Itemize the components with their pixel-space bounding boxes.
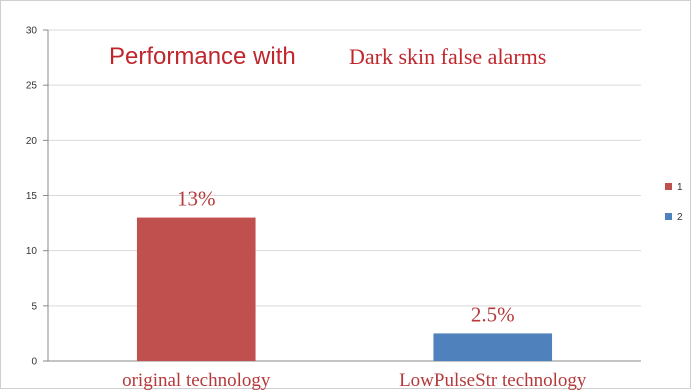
data-label-1: 13% [177, 187, 216, 211]
chart-title-part1: Performance with [109, 43, 296, 70]
y-tick-label-0: 0 [31, 357, 37, 368]
y-tick-label-30: 30 [26, 26, 38, 37]
legend-swatch-2 [665, 213, 672, 220]
legend-label-2: 2 [677, 212, 683, 223]
category-label-1: original technology [122, 370, 271, 390]
y-tick-label-25: 25 [26, 81, 38, 92]
y-tick-label-20: 20 [26, 136, 38, 147]
legend-swatch-1 [665, 183, 672, 190]
chart-title-part2: Dark skin false alarms [349, 44, 546, 69]
y-tick-label-5: 5 [31, 301, 37, 312]
bar-2 [433, 333, 553, 361]
category-label-2: LowPulseStr technology [399, 370, 587, 390]
legend-label-1: 1 [677, 182, 683, 193]
y-tick-label-10: 10 [26, 246, 38, 257]
y-tick-label-15: 15 [26, 191, 38, 202]
bar-1 [136, 217, 256, 361]
data-label-2: 2.5% [471, 302, 515, 326]
